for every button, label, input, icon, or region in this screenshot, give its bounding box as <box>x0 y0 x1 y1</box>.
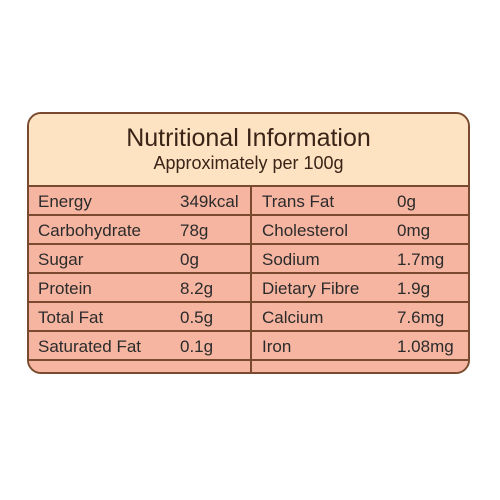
nutrient-name: Dietary Fibre <box>262 279 360 298</box>
nutrient-value: 0g <box>180 250 199 269</box>
nutrient-value: 8.2g <box>180 279 214 298</box>
nutrient-name: Trans Fat <box>262 192 335 211</box>
nutrient-value: 0.5g <box>180 308 214 327</box>
nutrient-value: 1.08mg <box>397 337 454 356</box>
nutrient-value: 7.6mg <box>397 308 445 327</box>
nutrient-name: Energy <box>38 192 92 211</box>
nutrition-row: Total Fat 0.5g Calcium 7.6mg <box>29 303 468 332</box>
nutrition-row: Energy 349kcal Trans Fat 0g <box>29 187 468 216</box>
nutrition-row: Saturated Fat 0.1g Iron 1.08mg <box>29 332 468 361</box>
nutrient-value: 78g <box>180 221 209 240</box>
nutrient-name: Sugar <box>38 250 84 269</box>
nutrition-row: Protein 8.2g Dietary Fibre 1.9g <box>29 274 468 303</box>
nutrient-name: Calcium <box>262 308 324 327</box>
nutrient-value: 0mg <box>397 221 431 240</box>
nutrient-name: Cholesterol <box>262 221 348 240</box>
nutrition-label: Nutritional Information Approximately pe… <box>27 112 470 374</box>
label-header: Nutritional Information Approximately pe… <box>29 114 468 187</box>
nutrition-row: Carbohydrate 78g Cholesterol 0mg <box>29 216 468 245</box>
nutrient-name: Carbohydrate <box>38 221 142 240</box>
nutrient-name: Sodium <box>262 250 320 269</box>
nutrient-value: 1.9g <box>397 279 431 298</box>
nutrient-name: Iron <box>262 337 292 356</box>
empty-row <box>29 361 468 372</box>
nutrition-table: Energy 349kcal Trans Fat 0g Carbohydrate… <box>29 187 468 372</box>
nutrient-name: Saturated Fat <box>38 337 142 356</box>
label-subtitle: Approximately per 100g <box>153 153 344 173</box>
nutrient-value: 349kcal <box>180 192 239 211</box>
nutrient-value: 0.1g <box>180 337 214 356</box>
nutrition-row: Sugar 0g Sodium 1.7mg <box>29 245 468 274</box>
nutrient-value: 1.7mg <box>397 250 445 269</box>
nutrient-name: Total Fat <box>38 308 104 327</box>
column-divider <box>250 187 252 372</box>
nutrient-name: Protein <box>38 279 92 298</box>
nutrient-value: 0g <box>397 192 416 211</box>
label-title: Nutritional Information <box>126 124 371 152</box>
